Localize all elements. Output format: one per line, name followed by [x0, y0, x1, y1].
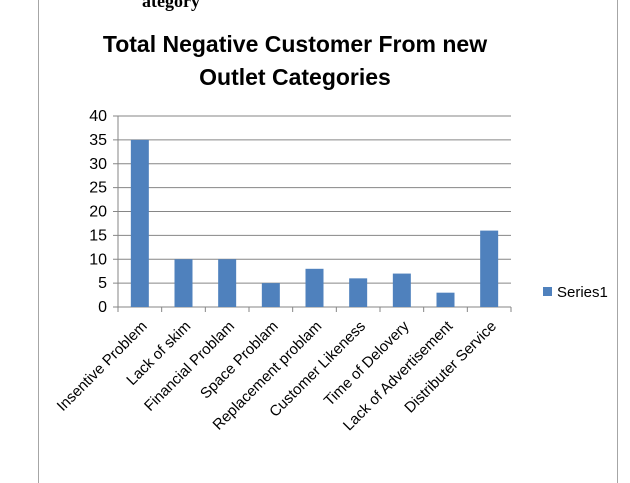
chart-title: Total Negative Customer From new Outlet … — [102, 31, 488, 90]
y-tick-label: 15 — [89, 227, 107, 244]
y-tick-label: 30 — [89, 156, 107, 173]
bar — [305, 268, 324, 307]
legend: Series1 — [543, 284, 608, 301]
page-header: ategory — [0, 0, 630, 18]
y-tick-label: 0 — [98, 299, 107, 316]
chart-frame — [38, 0, 618, 483]
bar — [480, 230, 499, 307]
y-tick-label: 20 — [89, 204, 107, 221]
bar — [349, 278, 368, 307]
bar — [218, 259, 237, 307]
y-axis-ticks: 0 5 10 15 20 25 30 35 40 — [89, 108, 107, 316]
y-tick-label: 25 — [89, 180, 107, 197]
page-header-text: ategory — [142, 0, 200, 11]
bars — [130, 139, 499, 307]
grid-lines — [113, 115, 512, 312]
legend-swatch — [543, 287, 552, 296]
y-tick-label: 35 — [89, 132, 107, 149]
y-tick-label: 10 — [89, 251, 107, 268]
bar — [392, 273, 411, 307]
y-tick-label: 40 — [89, 108, 107, 125]
bar — [261, 283, 280, 307]
bar — [436, 292, 455, 307]
bar — [130, 139, 149, 307]
x-tick-label: Space Problam — [197, 318, 282, 403]
y-tick-label: 5 — [98, 275, 107, 292]
legend-label: Series1 — [557, 284, 608, 301]
bar — [174, 259, 193, 307]
